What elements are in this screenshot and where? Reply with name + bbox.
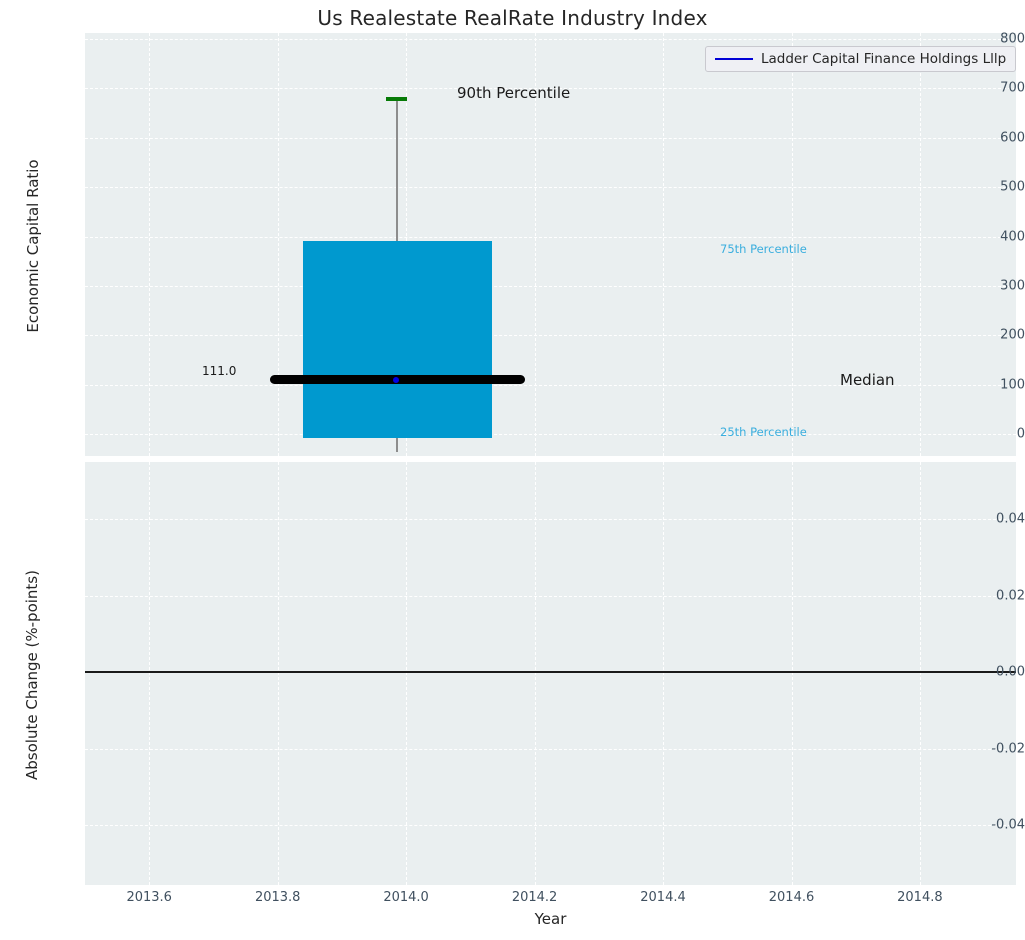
median-value-label: 111.0 — [202, 364, 237, 378]
ytick-label: -0.04 — [991, 817, 1025, 833]
annotation-75th-percentile: 75th Percentile — [720, 242, 807, 256]
chart-title: Us Realestate RealRate Industry Index — [317, 6, 708, 30]
ytick-label: 600 — [1000, 130, 1025, 146]
gridline-horizontal — [85, 825, 1016, 826]
ytick-label: 200 — [1000, 327, 1025, 343]
y-axis-label-bottom: Absolute Change (%-points) — [23, 570, 41, 780]
ytick-label: 0.04 — [996, 511, 1025, 527]
xtick-label: 2014.2 — [511, 890, 558, 905]
gridline-vertical — [791, 33, 793, 456]
gridline-vertical — [791, 462, 793, 885]
gridline-horizontal — [85, 39, 1016, 40]
chart-legend[interactable]: Ladder Capital Finance Holdings Lllp — [705, 46, 1017, 72]
xtick-label: 2014.0 — [383, 890, 429, 905]
legend-item-label: Ladder Capital Finance Holdings Lllp — [761, 51, 1007, 67]
gridline-vertical — [663, 33, 664, 456]
ytick-label: 700 — [1000, 80, 1025, 96]
ytick-label: 300 — [1000, 278, 1025, 294]
legend-line-swatch-icon — [715, 58, 753, 60]
gridline-horizontal — [85, 384, 1016, 386]
gridline-vertical — [534, 33, 536, 456]
annotation-25th-percentile: 25th Percentile — [720, 425, 807, 439]
annotation-median: Median — [840, 371, 895, 389]
ytick-label: 400 — [1000, 229, 1025, 245]
xtick-label: 2014.6 — [768, 890, 815, 905]
ytick-label: 0 — [1016, 426, 1025, 442]
gridline-vertical — [919, 33, 921, 456]
iqr-box[interactable] — [303, 241, 492, 438]
bottom-plot-area — [85, 462, 1016, 885]
zero-reference-line — [85, 671, 1016, 673]
gridline-horizontal — [85, 187, 1016, 189]
gridline-vertical — [277, 33, 279, 456]
gridline-horizontal — [85, 335, 1016, 337]
gridline-horizontal — [85, 434, 1016, 436]
gridline-vertical — [663, 462, 664, 885]
gridline-horizontal — [85, 88, 1016, 90]
company-data-point-marker[interactable] — [393, 376, 400, 383]
gridline-vertical — [919, 462, 921, 885]
gridline-vertical — [149, 462, 151, 885]
gridline-horizontal — [85, 519, 1016, 520]
gridline-horizontal — [85, 672, 1016, 673]
gridline-horizontal — [85, 286, 1016, 287]
whisker-cap-90th-percentile — [386, 97, 407, 101]
xtick-label: 2013.6 — [126, 890, 172, 905]
gridline-horizontal — [85, 595, 1016, 597]
ytick-label: 0.00 — [996, 664, 1025, 680]
y-axis-label-top: Economic Capital Ratio — [24, 159, 42, 333]
xtick-label: 2013.8 — [254, 890, 301, 905]
xtick-label: 2014.4 — [640, 890, 686, 905]
ytick-label: -0.02 — [991, 741, 1025, 756]
ytick-label: 100 — [1000, 377, 1025, 393]
ytick-label: 800 — [1000, 31, 1025, 47]
gridline-vertical — [534, 462, 536, 885]
ytick-label: 0.02 — [996, 588, 1025, 603]
gridline-horizontal — [85, 137, 1016, 139]
gridline-vertical — [406, 462, 408, 885]
top-plot-area: 90th Percentile 75th Percentile Median 2… — [85, 33, 1016, 456]
x-axis-label: Year — [534, 910, 567, 928]
gridline-horizontal — [85, 236, 1016, 238]
xtick-label: 2014.8 — [897, 890, 943, 905]
gridline-vertical — [149, 33, 151, 456]
gridline-vertical — [277, 462, 279, 885]
gridline-horizontal — [85, 748, 1016, 750]
ytick-label: 500 — [1000, 179, 1025, 195]
annotation-90th-percentile: 90th Percentile — [457, 84, 571, 102]
